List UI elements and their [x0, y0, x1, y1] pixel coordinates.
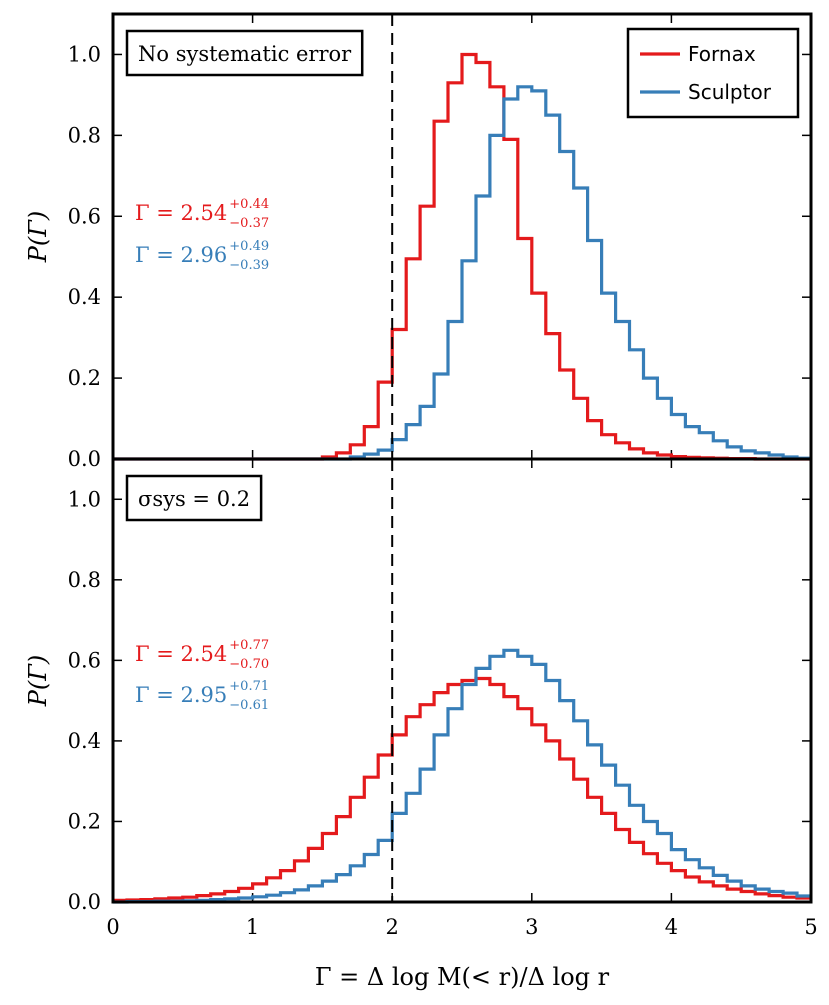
gamma-lower-error: −0.61	[229, 698, 269, 713]
series-line-sculptor	[113, 85, 811, 461]
x-tick-label: 1	[246, 915, 259, 939]
legend-frame	[626, 27, 800, 119]
y-axis-title: P(Γ)	[24, 655, 52, 708]
x-tick-label: 3	[525, 915, 538, 939]
y-tick-label: 0.4	[68, 729, 101, 753]
y-tick-label: 0.4	[68, 285, 101, 309]
y-axis-title: P(Γ)	[24, 211, 52, 264]
gamma-upper-error: +0.44	[229, 197, 269, 212]
top-panel: 0.0 0.2 0.4 0.6 0.8 1.0 Γ = 2.54 +0.44 −0.37Γ = …	[24, 12, 813, 471]
y-tick-label: 0.6	[68, 648, 101, 672]
x-axis-title: Γ = Δ log M(< r)/Δ log r	[315, 963, 610, 991]
gamma-annotation-fornax: Γ = 2.54	[135, 201, 227, 225]
label-box-frame	[125, 29, 364, 77]
y-tick-label: 0.0	[68, 890, 101, 914]
gamma-annotation-sculptor: Γ = 2.95	[135, 683, 227, 707]
y-tick-label: 0.6	[68, 204, 101, 228]
y-tick-label: 1.0	[68, 42, 101, 66]
x-tick-label: 2	[386, 915, 399, 939]
gamma-lower-error: −0.37	[229, 216, 269, 231]
plot-frame	[111, 457, 813, 904]
y-tick-label: 0.2	[68, 809, 101, 833]
gamma-lower-error: −0.70	[229, 657, 269, 672]
panel-label: No systematic error	[138, 42, 352, 66]
y-tick-label: 0.8	[68, 123, 101, 147]
legend-label-sculptor: Sculptor	[688, 80, 772, 104]
gamma-annotation-sculptor: Γ = 2.96	[135, 243, 227, 267]
legend: Fornax Sculptor	[626, 27, 800, 119]
series-line-fornax	[113, 52, 811, 461]
label-box-frame	[125, 474, 263, 522]
x-tick-label: 4	[665, 915, 678, 939]
x-tick-label: 0	[106, 915, 119, 939]
panel-label-box: No systematic error	[125, 29, 364, 77]
panel-label-box: σsys = 0.2	[125, 474, 263, 522]
gamma-upper-error: +0.71	[229, 679, 269, 694]
bottom-panel: 0.0 0.2 0.4 0.6 0.8 1.0 0 1 2 3 4 5 Γ = 2.54 +0.77 −0.…	[24, 457, 818, 939]
gamma-lower-error: −0.39	[229, 258, 269, 273]
panel-label: σsys = 0.2	[138, 487, 250, 511]
y-tick-label: 1.0	[68, 487, 101, 511]
series-line-sculptor	[113, 648, 811, 904]
y-tick-label: 0.8	[68, 568, 101, 592]
series-line-fornax	[113, 676, 811, 902]
gamma-upper-error: +0.49	[229, 239, 269, 254]
y-tick-label: 0.0	[68, 447, 101, 471]
y-tick-label: 0.2	[68, 366, 101, 390]
legend-label-fornax: Fornax	[688, 42, 756, 66]
gamma-upper-error: +0.77	[229, 638, 269, 653]
x-tick-label: 5	[804, 915, 817, 939]
gamma-annotation-fornax: Γ = 2.54	[135, 642, 227, 666]
